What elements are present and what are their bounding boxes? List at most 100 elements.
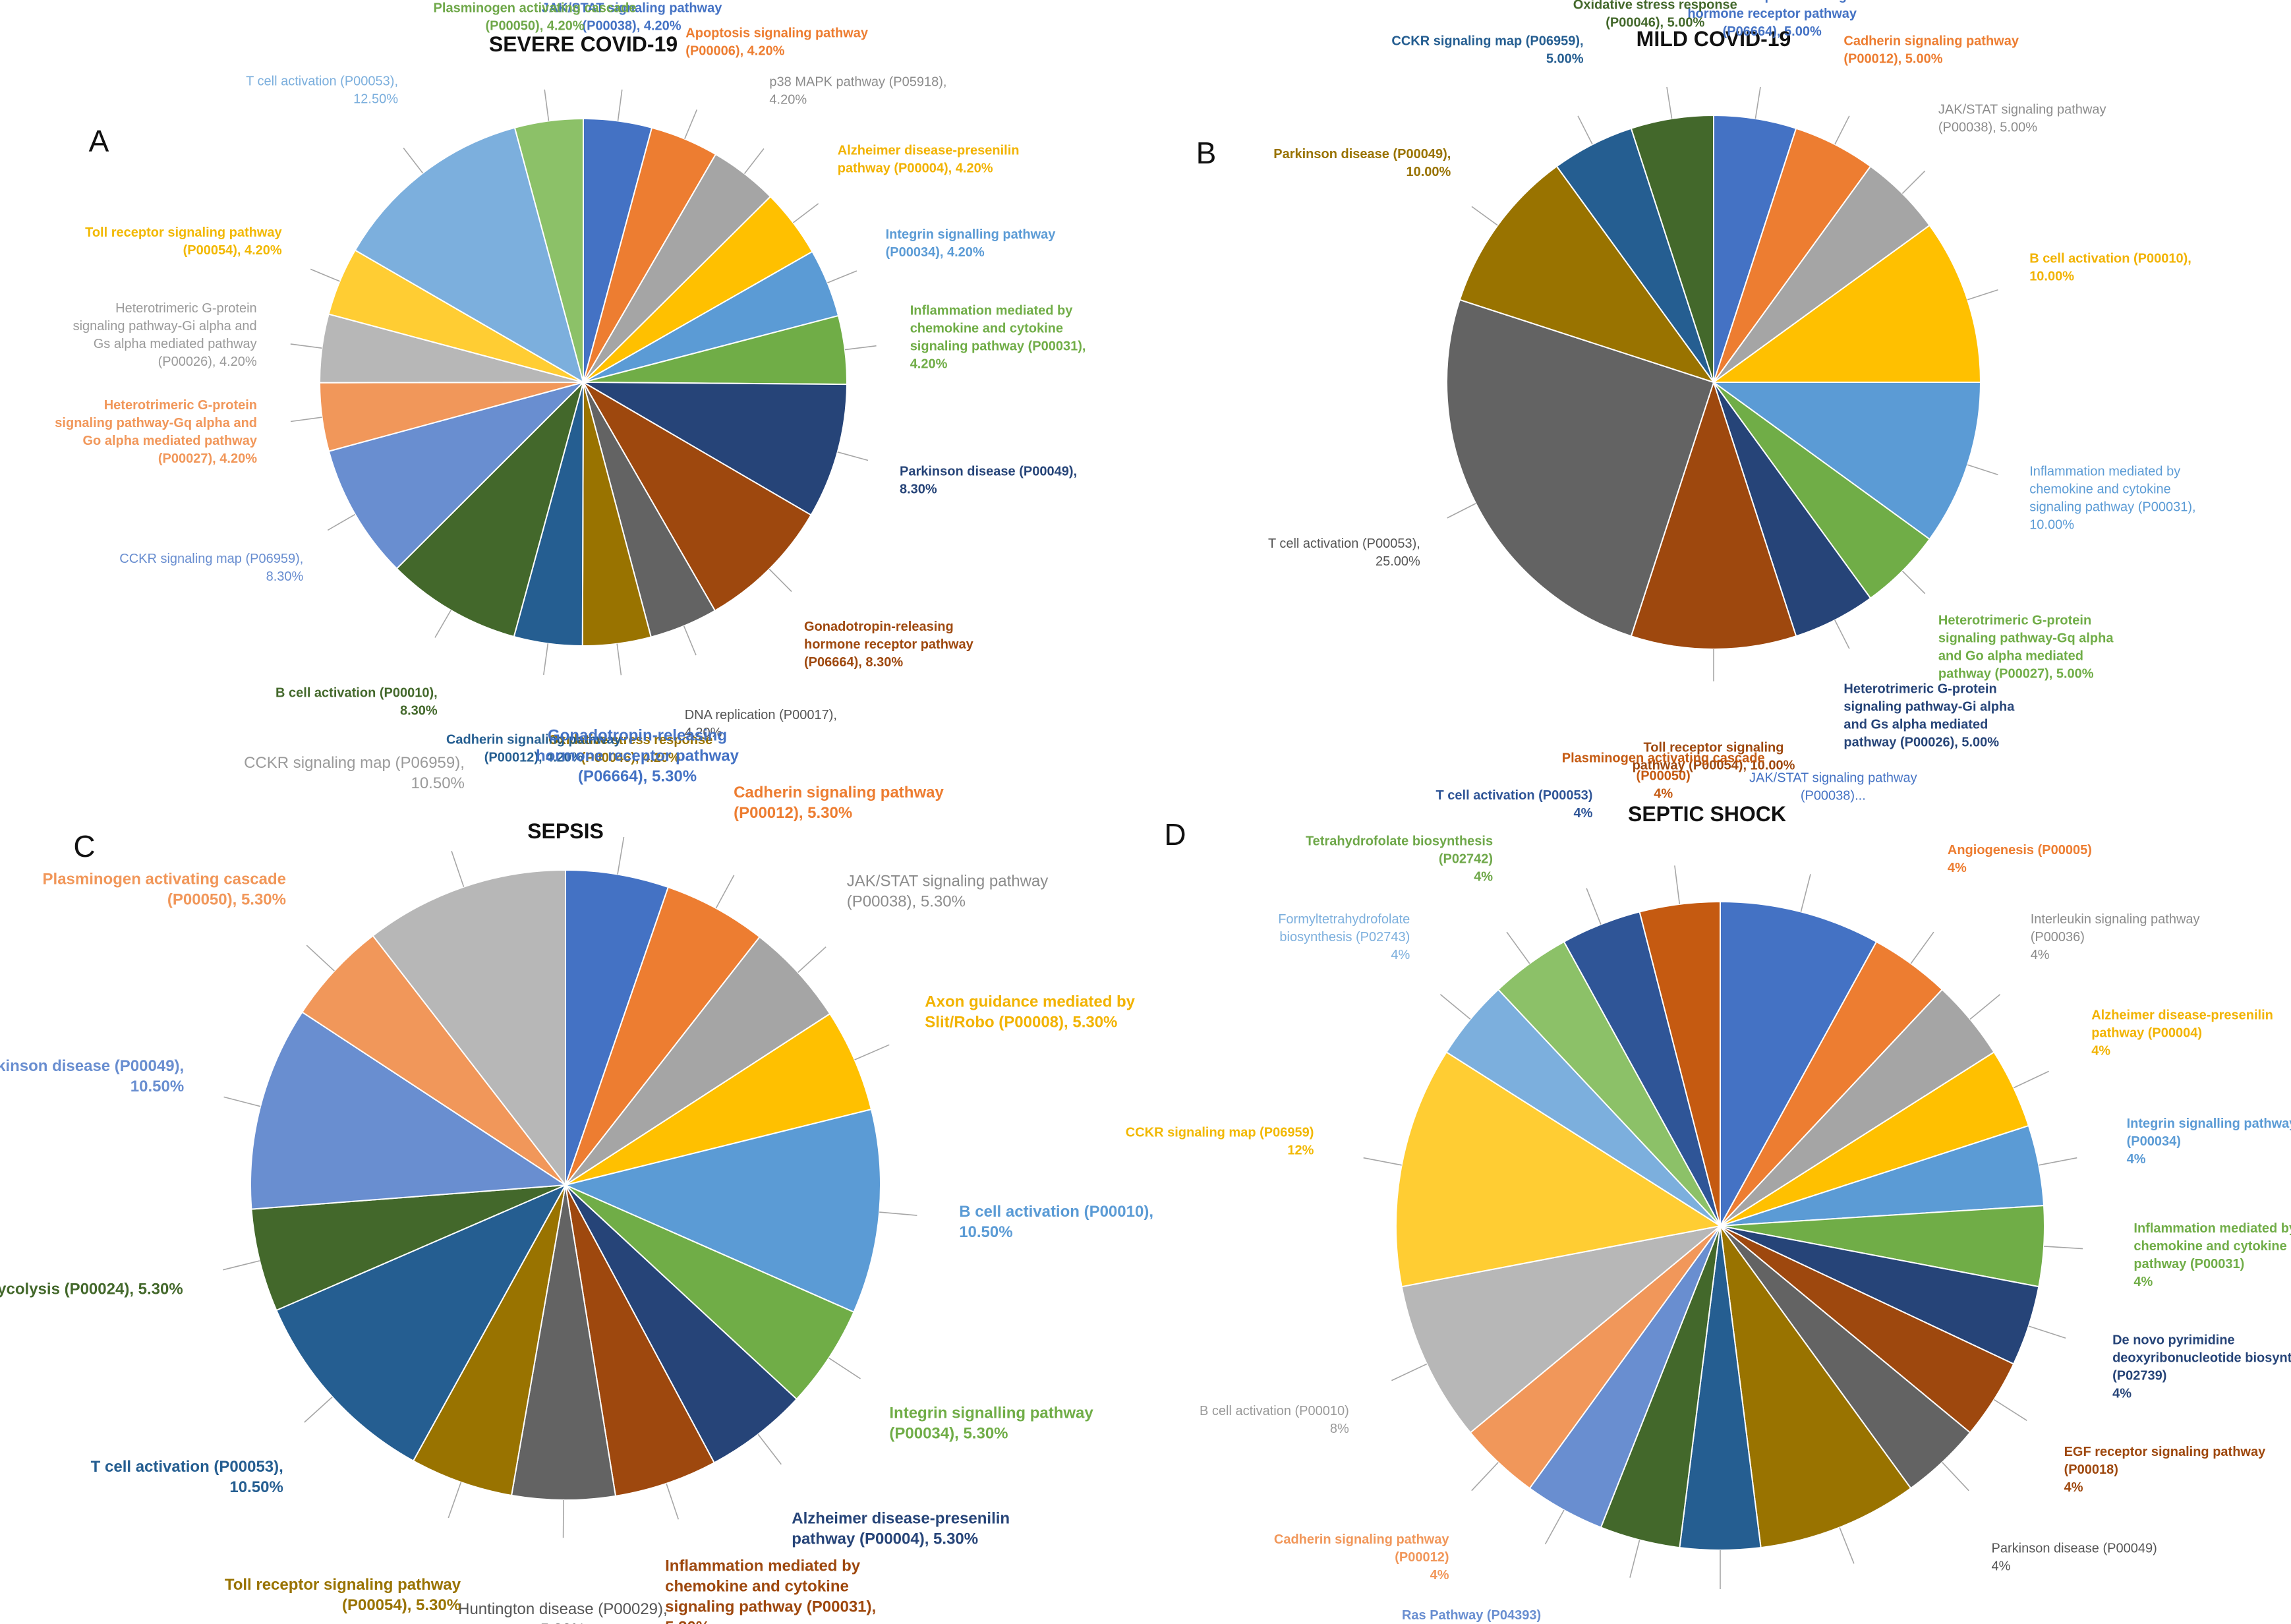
slice-label-line: Alzheimer disease-presenilin xyxy=(838,144,1020,158)
slice-label-line: Heterotrimeric G-protein xyxy=(1938,613,2091,627)
slice-label-line: Parkinson disease (P00049) xyxy=(1992,1542,2157,1556)
slice-label-line: (P00050), 5.30% xyxy=(167,890,286,908)
slice-label-line: 5.30% xyxy=(540,1621,585,1624)
slice-label-line: Inflammation mediated by xyxy=(2133,1221,2291,1236)
slice-label-line: signaling pathway-Gi alpha xyxy=(1843,700,2015,714)
leader-line xyxy=(290,343,322,349)
slice-label-line: (P00012) xyxy=(1395,1550,1449,1565)
slice-label: B cell activation (P00010), 8.30% xyxy=(276,686,438,718)
slice-label-line: 4% xyxy=(1430,1568,1449,1582)
leader-line xyxy=(844,345,877,351)
slice-label: Interleukin signaling pathway (P00036) 4% xyxy=(2031,912,2200,962)
pie-septic-shock: JAK/STAT signaling pathway (P00038)... Ang… xyxy=(1126,751,2291,1624)
slice-label-line: T cell activation (P00053) xyxy=(1436,788,1593,803)
slice-label: Glycolysis (P00024), 5.30% xyxy=(0,1281,183,1298)
slice-label: Alzheimer disease-presenilin pathway (P00… xyxy=(838,144,1020,176)
slice-label-line: 10.00% xyxy=(2029,518,2074,533)
slice-label: Plasminogen activating cascade (P00050), … xyxy=(434,1,637,33)
slice-label-line: (P06664), 5.30% xyxy=(578,767,697,785)
leader-line xyxy=(757,1434,782,1465)
pie-slice xyxy=(513,117,584,383)
slice-label-line: Plasminogen activating cascade xyxy=(1562,751,1765,766)
slice-label-line: Plasminogen activating cascade xyxy=(434,1,637,15)
slice-label-line: JAK/STAT signaling pathway xyxy=(1938,103,2106,117)
slice-label-line: 4% xyxy=(2112,1386,2132,1401)
slice-label-line: (P06664), 8.30% xyxy=(804,655,903,670)
leader-line xyxy=(1993,1399,2027,1421)
slice-label-line: Parkinson disease (P00049), xyxy=(1273,147,1451,161)
slice-label: CCKR signaling map (P06959) 12% xyxy=(1126,1125,1314,1157)
slice-label-line: hormone receptor pathway xyxy=(804,637,974,652)
slice-label-line: JAK/STAT signaling pathway xyxy=(847,872,1048,890)
slice-label-line: Gs alpha mediated pathway xyxy=(94,337,257,351)
slice-label-line: Gonadotropin-releasing xyxy=(548,726,727,744)
slice-label-line: 5.30% xyxy=(665,1619,710,1624)
slice-label-line: and Go alpha mediated xyxy=(1938,649,2083,663)
slice-label: DNA replication (P00017), 4.20% xyxy=(685,708,837,740)
leader-line xyxy=(223,1260,260,1271)
slice-label-line: Formyltetrahydrofolate xyxy=(1278,912,1410,927)
leader-line xyxy=(1666,86,1673,119)
slice-label: T cell activation (P00053), 12.50% xyxy=(246,74,398,106)
pie-slice xyxy=(250,1184,566,1312)
slice-label-line: B cell activation (P00010) xyxy=(1200,1404,1349,1418)
slice-label: Oxidative stress response (P00046), 5.00% xyxy=(1573,0,1737,30)
slice-label: Gonadotropin-releasing hormone receptor p… xyxy=(1687,0,1857,39)
slice-label-line: signaling pathway-Gq alpha xyxy=(1938,631,2114,645)
leader-line xyxy=(2043,1246,2083,1250)
slice-label: T cell activation (P00053) 4% xyxy=(1436,788,1593,821)
leader-line xyxy=(768,568,792,593)
slice-label: Cadherin signaling pathway (P00012), 4.20… xyxy=(446,732,622,765)
slice-label-line: Parkinson disease (P00049), xyxy=(0,1057,184,1075)
slice-label-line: (P00012), 4.20% xyxy=(484,750,583,765)
pie-slice xyxy=(565,1012,873,1186)
leader-line xyxy=(2013,1070,2049,1089)
slice-label-line: Integrin signalling pathway xyxy=(889,1405,1093,1422)
pie-slice xyxy=(250,1011,567,1210)
slice-label-line: signaling pathway-Gi alpha and xyxy=(73,319,257,334)
slice-label: Integrin signalling pathway (P00034), 5.3… xyxy=(889,1405,1093,1443)
leader-line xyxy=(837,451,869,461)
pie-slice xyxy=(1401,1225,1721,1434)
leader-line xyxy=(1391,1363,1428,1381)
leader-line xyxy=(879,1211,917,1216)
pie-slice xyxy=(1711,224,1982,383)
slice-label-line: 10.50% xyxy=(130,1078,184,1095)
slice-label-line: Heterotrimeric G-protein xyxy=(1843,682,1996,697)
leader-line xyxy=(828,1357,861,1379)
panel-c: SEPSIS C Gonadotropin-releasing hormone r… xyxy=(0,726,1153,1624)
slice-label-line: Gonadotropin-releasing xyxy=(1697,0,1847,3)
slice-label-line: (P00034) xyxy=(2127,1134,2181,1149)
slice-label-line: chemokine and cytokine xyxy=(665,1578,849,1596)
pie-slice xyxy=(395,380,585,638)
slice-label-line: B cell activation (P00010), xyxy=(276,686,438,701)
slice-label-line: (P00050) xyxy=(1637,769,1691,784)
slice-label-line: Toll receptor signaling pathway xyxy=(85,225,282,240)
slice-label-line: (P00006), 4.20% xyxy=(685,44,784,59)
panel-a-title: SEVERE COVID-19 xyxy=(489,32,678,56)
pie-slice xyxy=(565,1184,855,1401)
slice-label-line: pathway (P00004) xyxy=(2091,1026,2202,1041)
slice-label: Heterotrimeric G-protein signaling pathwa… xyxy=(1938,613,2114,681)
slice-label: JAK/STAT signaling pathway (P00038), 4.20… xyxy=(542,1,723,33)
leader-line xyxy=(617,836,625,875)
slice-label: Oxidative stress response (P00046), 4.20% xyxy=(548,733,712,765)
slice-label-line: Oxidative stress response xyxy=(1573,0,1737,13)
leader-line xyxy=(1834,115,1850,145)
slice-label-line: CCKR signaling map (P06959), xyxy=(244,754,465,772)
slice-label-line: Toll receptor signaling pathway xyxy=(225,1576,461,1594)
slice-label: Plasminogen activating cascade (P00050), … xyxy=(43,870,286,908)
leader-line xyxy=(1901,170,1926,194)
leader-line xyxy=(544,89,550,121)
leader-line xyxy=(684,109,698,140)
slice-label: Heterotrimeric G-protein signaling pathwa… xyxy=(55,398,258,466)
slice-label: EGF receptor signaling pathway (P00018) 4% xyxy=(2064,1445,2266,1495)
pie-severe-covid: JAK/STAT signaling pathway (P00038), 4.20… xyxy=(55,1,1086,765)
slice-label: Alzheimer disease-presenilin pathway (P00… xyxy=(2091,1008,2273,1058)
slice-label-line: JAK/STAT signaling pathway xyxy=(542,1,723,15)
slice-label: Parkinson disease (P00049), 10.00% xyxy=(1273,147,1451,179)
slice-label-line: (P00038), 5.30% xyxy=(847,892,966,910)
panel-b-title: MILD COVID-19 xyxy=(1637,27,1791,51)
slice-label: B cell activation (P00010), 10.00% xyxy=(2029,251,2191,283)
leader-line xyxy=(223,1096,261,1107)
